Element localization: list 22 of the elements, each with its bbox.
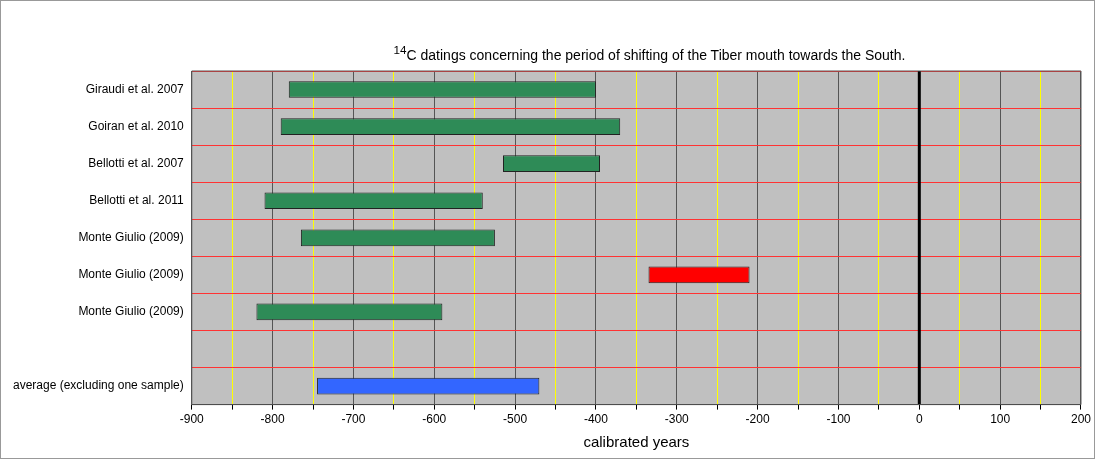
x-axis-title: calibrated years [583,433,690,451]
y-tick-label: Monte Giulio (2009) [78,304,184,319]
x-tick-label: -600 [422,412,447,427]
x-tick-label: -400 [583,412,609,427]
y-tick-label: Bellotti et al. 2011 [89,193,185,208]
y-tick-label: Bellotti et al. 2007 [88,155,185,170]
y-tick-label: Monte Giulio (2009) [78,230,184,245]
x-tick-label: 100 [990,412,1011,427]
x-tick-label: 0 [915,412,923,427]
x-tick-label: -800 [260,412,285,427]
y-tick-label: average (excluding one sample) [13,378,184,393]
y-tick-label: Monte Giulio (2009) [78,267,184,282]
x-tick-label: -300 [664,412,690,427]
x-tick-label: -700 [341,412,366,427]
y-tick-label: Giraudi et al. 2007 [85,81,185,96]
y-tick-label: Goiran et al. 2010 [88,118,185,133]
chart-title: $^{14}$C datings concerning the period of shifting of the Tiber mouth towards the South. [392,43,907,63]
x-tick-label: -500 [503,412,528,427]
x-tick-label: 200 [1070,412,1092,427]
x-tick-label: -900 [179,412,205,427]
x-tick-label: -100 [826,412,851,427]
x-tick-label: -200 [745,412,770,427]
